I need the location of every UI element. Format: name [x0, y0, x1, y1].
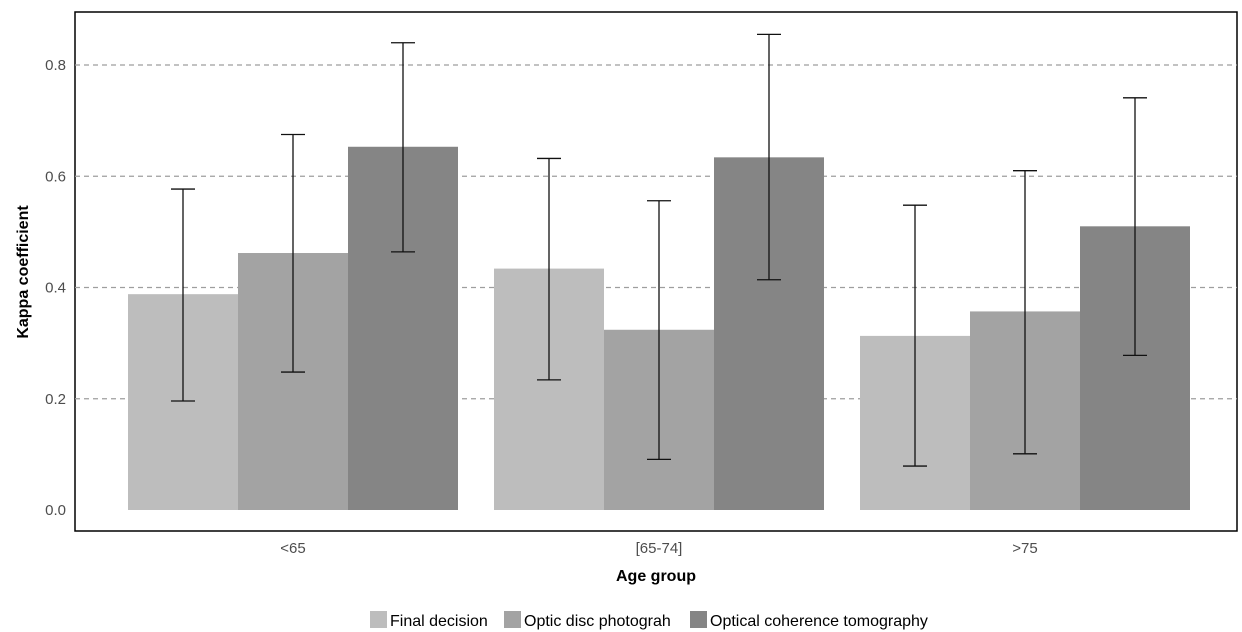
legend: Final decision Optic disc photograh Optica…	[370, 611, 928, 630]
x-tick-label: >75	[1012, 540, 1037, 557]
y-tick-label: 0.6	[45, 168, 66, 185]
error-bars	[171, 33, 1147, 467]
y-axis-ticks: 0.0 0.2 0.4 0.6 0.8	[45, 57, 66, 519]
legend-swatch	[690, 611, 707, 628]
y-axis-title: Kappa coefficient	[15, 205, 32, 339]
y-tick-label: 0.4	[45, 280, 66, 297]
x-axis-title: Age group	[616, 568, 696, 585]
legend-swatch	[504, 611, 521, 628]
x-tick-label: <65	[280, 540, 305, 557]
legend-label: Final decision	[390, 613, 488, 630]
legend-label: Optic disc photograh	[524, 613, 671, 630]
y-tick-label: 0.2	[45, 391, 66, 408]
legend-label: Optical coherence tomography	[710, 613, 928, 630]
x-tick-label: [65-74]	[636, 540, 683, 557]
x-axis-ticks: <65 [65-74] >75	[280, 540, 1037, 557]
y-tick-label: 0.0	[45, 502, 66, 519]
legend-swatch	[370, 611, 387, 628]
y-tick-label: 0.8	[45, 57, 66, 74]
